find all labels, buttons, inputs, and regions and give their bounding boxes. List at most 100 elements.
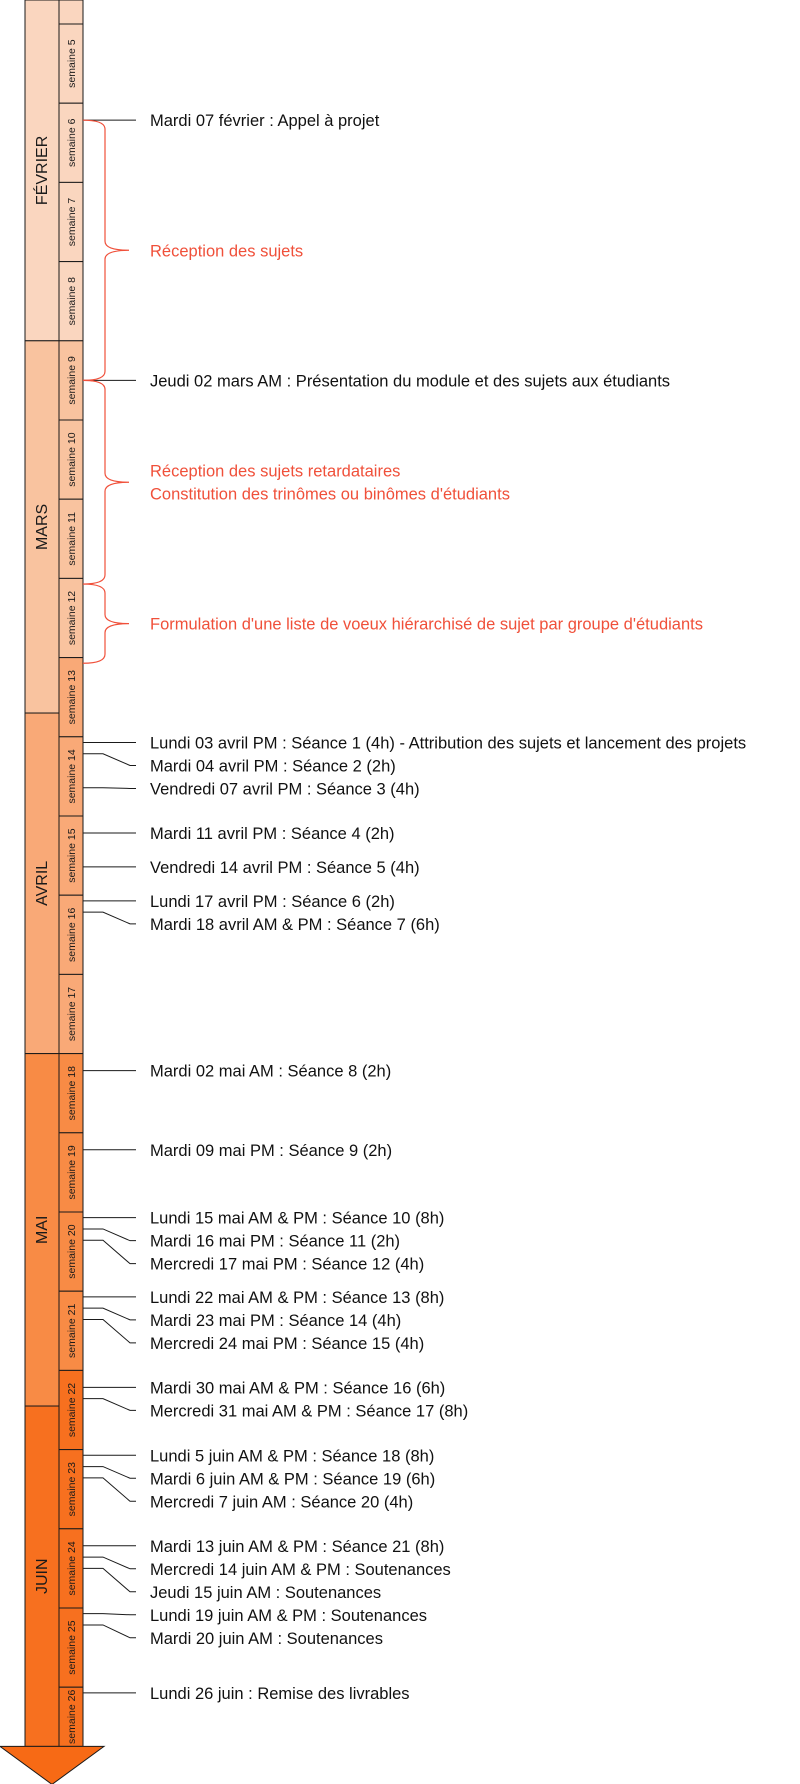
- week-label: semaine 24: [66, 1541, 78, 1595]
- event-label: Mardi 30 mai AM & PM : Séance 16 (6h): [150, 1379, 445, 1397]
- week-cell: [58, 1369, 84, 1451]
- week-label: semaine 16: [66, 908, 78, 962]
- week-cell: [58, 815, 84, 896]
- week-label: semaine 7: [66, 198, 78, 247]
- event-item: Mercredi 31 mai AM & PM : Séance 17 (8h): [83, 1398, 468, 1420]
- event-connector: [83, 753, 136, 766]
- event-item: Lundi 17 avril PM : Séance 6 (2h): [83, 893, 395, 911]
- event-item: Mardi 11 avril PM : Séance 4 (2h): [83, 825, 395, 843]
- week-cell: [58, 1132, 84, 1213]
- week-cell: [58, 1686, 84, 1747]
- event-connector: [83, 1307, 136, 1321]
- event-item: Lundi 19 juin AM & PM : Soutenances: [83, 1607, 427, 1625]
- timeline-arrow-head: [0, 1745, 106, 1784]
- month-block-février: [24, 0, 60, 342]
- phase-brace: [82, 379, 130, 585]
- week-cell: [58, 894, 84, 975]
- event-label: Mardi 07 février : Appel à projet: [150, 112, 380, 130]
- event-item: Mercredi 24 mai PM : Séance 15 (4h): [83, 1318, 424, 1353]
- event-label: Mardi 02 mai AM : Séance 8 (2h): [150, 1063, 391, 1081]
- week-cell: [58, 102, 84, 183]
- week-cell: [58, 419, 84, 500]
- event-connector: [83, 1624, 136, 1639]
- week-cell: [58, 498, 84, 579]
- event-label: Mercredi 17 mai PM : Séance 12 (4h): [150, 1256, 424, 1274]
- week-label: semaine 22: [66, 1383, 78, 1437]
- event-item: Lundi 26 juin : Remise des livrables: [83, 1685, 410, 1703]
- week-cell: [58, 736, 84, 817]
- event-label: Mardi 23 mai PM : Séance 14 (4h): [150, 1312, 401, 1330]
- week-cell: [58, 1211, 84, 1292]
- event-label: Mercredi 7 juin AM : Séance 20 (4h): [150, 1493, 413, 1511]
- event-label: Lundi 03 avril PM : Séance 1 (4h) - Attr…: [150, 734, 746, 752]
- event-item: Mardi 20 juin AM : Soutenances: [83, 1624, 383, 1648]
- week-cell: [58, 1607, 84, 1688]
- event-label: Mardi 20 juin AM : Soutenances: [150, 1630, 383, 1648]
- week-cell: [58, 261, 84, 342]
- phase-item: Réception des sujets: [82, 119, 303, 381]
- week-label: semaine 11: [66, 512, 78, 566]
- event-label: Vendredi 14 avril PM : Séance 5 (4h): [150, 859, 420, 877]
- event-connector: [83, 1318, 136, 1344]
- event-item: Mardi 23 mai PM : Séance 14 (4h): [83, 1307, 401, 1330]
- phase-label: Constitution des trinômes ou binômes d'é…: [150, 486, 510, 504]
- event-label: Mardi 09 mai PM : Séance 9 (2h): [150, 1142, 392, 1160]
- event-label: Mardi 13 juin AM & PM : Séance 21 (8h): [150, 1538, 444, 1556]
- event-item: Vendredi 14 avril PM : Séance 5 (4h): [83, 859, 420, 877]
- event-connector: [83, 1228, 136, 1242]
- month-label: FÉVRIER: [32, 136, 51, 205]
- event-item: Mardi 09 mai PM : Séance 9 (2h): [83, 1142, 392, 1160]
- week-label: semaine 12: [66, 591, 78, 645]
- event-label: Vendredi 07 avril PM : Séance 3 (4h): [150, 780, 420, 798]
- week-cell: [58, 1449, 84, 1530]
- phase-item: Réception des sujets retardataires Consti…: [82, 379, 510, 585]
- event-item: Lundi 22 mai AM & PM : Séance 13 (8h): [83, 1289, 444, 1307]
- week-label: semaine 14: [66, 749, 78, 803]
- week-cell: [58, 1528, 84, 1609]
- week-column: semaine 5 semaine 6 semaine 7 semaine 8 sema…: [58, 0, 84, 1747]
- event-label: Mercredi 14 juin AM & PM : Soutenances: [150, 1561, 451, 1579]
- week-label: semaine 8: [66, 277, 78, 326]
- event-label: Mardi 16 mai PM : Séance 11 (2h): [150, 1233, 400, 1251]
- event-label: Lundi 26 juin : Remise des livrables: [150, 1685, 410, 1703]
- phase-list: Réception des sujets Réception des sujets…: [82, 119, 703, 664]
- event-connector: [83, 911, 136, 925]
- week-label: semaine 15: [66, 828, 78, 882]
- phase-label: Formulation d'une liste de voeux hiérarc…: [150, 616, 703, 634]
- event-item: Lundi 15 mai AM & PM : Séance 10 (8h): [83, 1210, 444, 1228]
- event-label: Mardi 6 juin AM & PM : Séance 19 (6h): [150, 1470, 435, 1488]
- event-item: Mardi 16 mai PM : Séance 11 (2h): [83, 1228, 400, 1251]
- week-cell: [58, 577, 84, 659]
- week-label: semaine 20: [66, 1224, 78, 1278]
- event-label: Lundi 17 avril PM : Séance 6 (2h): [150, 893, 395, 911]
- week-cell: [58, 1053, 84, 1134]
- week-cell-header: [58, 0, 84, 25]
- month-label: AVRIL: [34, 861, 51, 906]
- event-connector: [83, 787, 136, 789]
- week-label: semaine 9: [66, 356, 78, 405]
- event-label: Lundi 5 juin AM & PM : Séance 18 (8h): [150, 1447, 434, 1465]
- event-item: Mercredi 14 juin AM & PM : Soutenances: [83, 1556, 451, 1579]
- event-label: Mardi 11 avril PM : Séance 4 (2h): [150, 825, 395, 843]
- event-connector: [83, 1567, 136, 1593]
- week-label: semaine 6: [66, 118, 78, 167]
- event-connector: [83, 1398, 136, 1411]
- event-item: Mardi 6 juin AM & PM : Séance 19 (6h): [83, 1466, 435, 1488]
- event-label: Mercredi 31 mai AM & PM : Séance 17 (8h): [150, 1402, 468, 1420]
- phase-brace: [82, 583, 130, 664]
- phase-label: Réception des sujets retardataires: [150, 463, 400, 481]
- event-item: Mardi 07 février : Appel à projet: [83, 112, 380, 130]
- month-label: JUIN: [34, 1558, 51, 1594]
- event-list: Mardi 07 février : Appel à projet Jeudi 0…: [83, 112, 746, 1703]
- week-label: semaine 17: [66, 987, 78, 1041]
- week-label: semaine 23: [66, 1462, 78, 1516]
- week-label: semaine 21: [66, 1304, 78, 1358]
- event-label: Lundi 15 mai AM & PM : Séance 10 (8h): [150, 1210, 444, 1228]
- week-label: semaine 18: [66, 1066, 78, 1120]
- event-item: Mardi 02 mai AM : Séance 8 (2h): [83, 1063, 391, 1081]
- event-item: Mardi 18 avril AM & PM : Séance 7 (6h): [83, 911, 440, 934]
- week-label: semaine 25: [66, 1620, 78, 1674]
- event-item: Mercredi 17 mai PM : Séance 12 (4h): [83, 1239, 424, 1274]
- event-label: Lundi 19 juin AM & PM : Soutenances: [150, 1607, 427, 1625]
